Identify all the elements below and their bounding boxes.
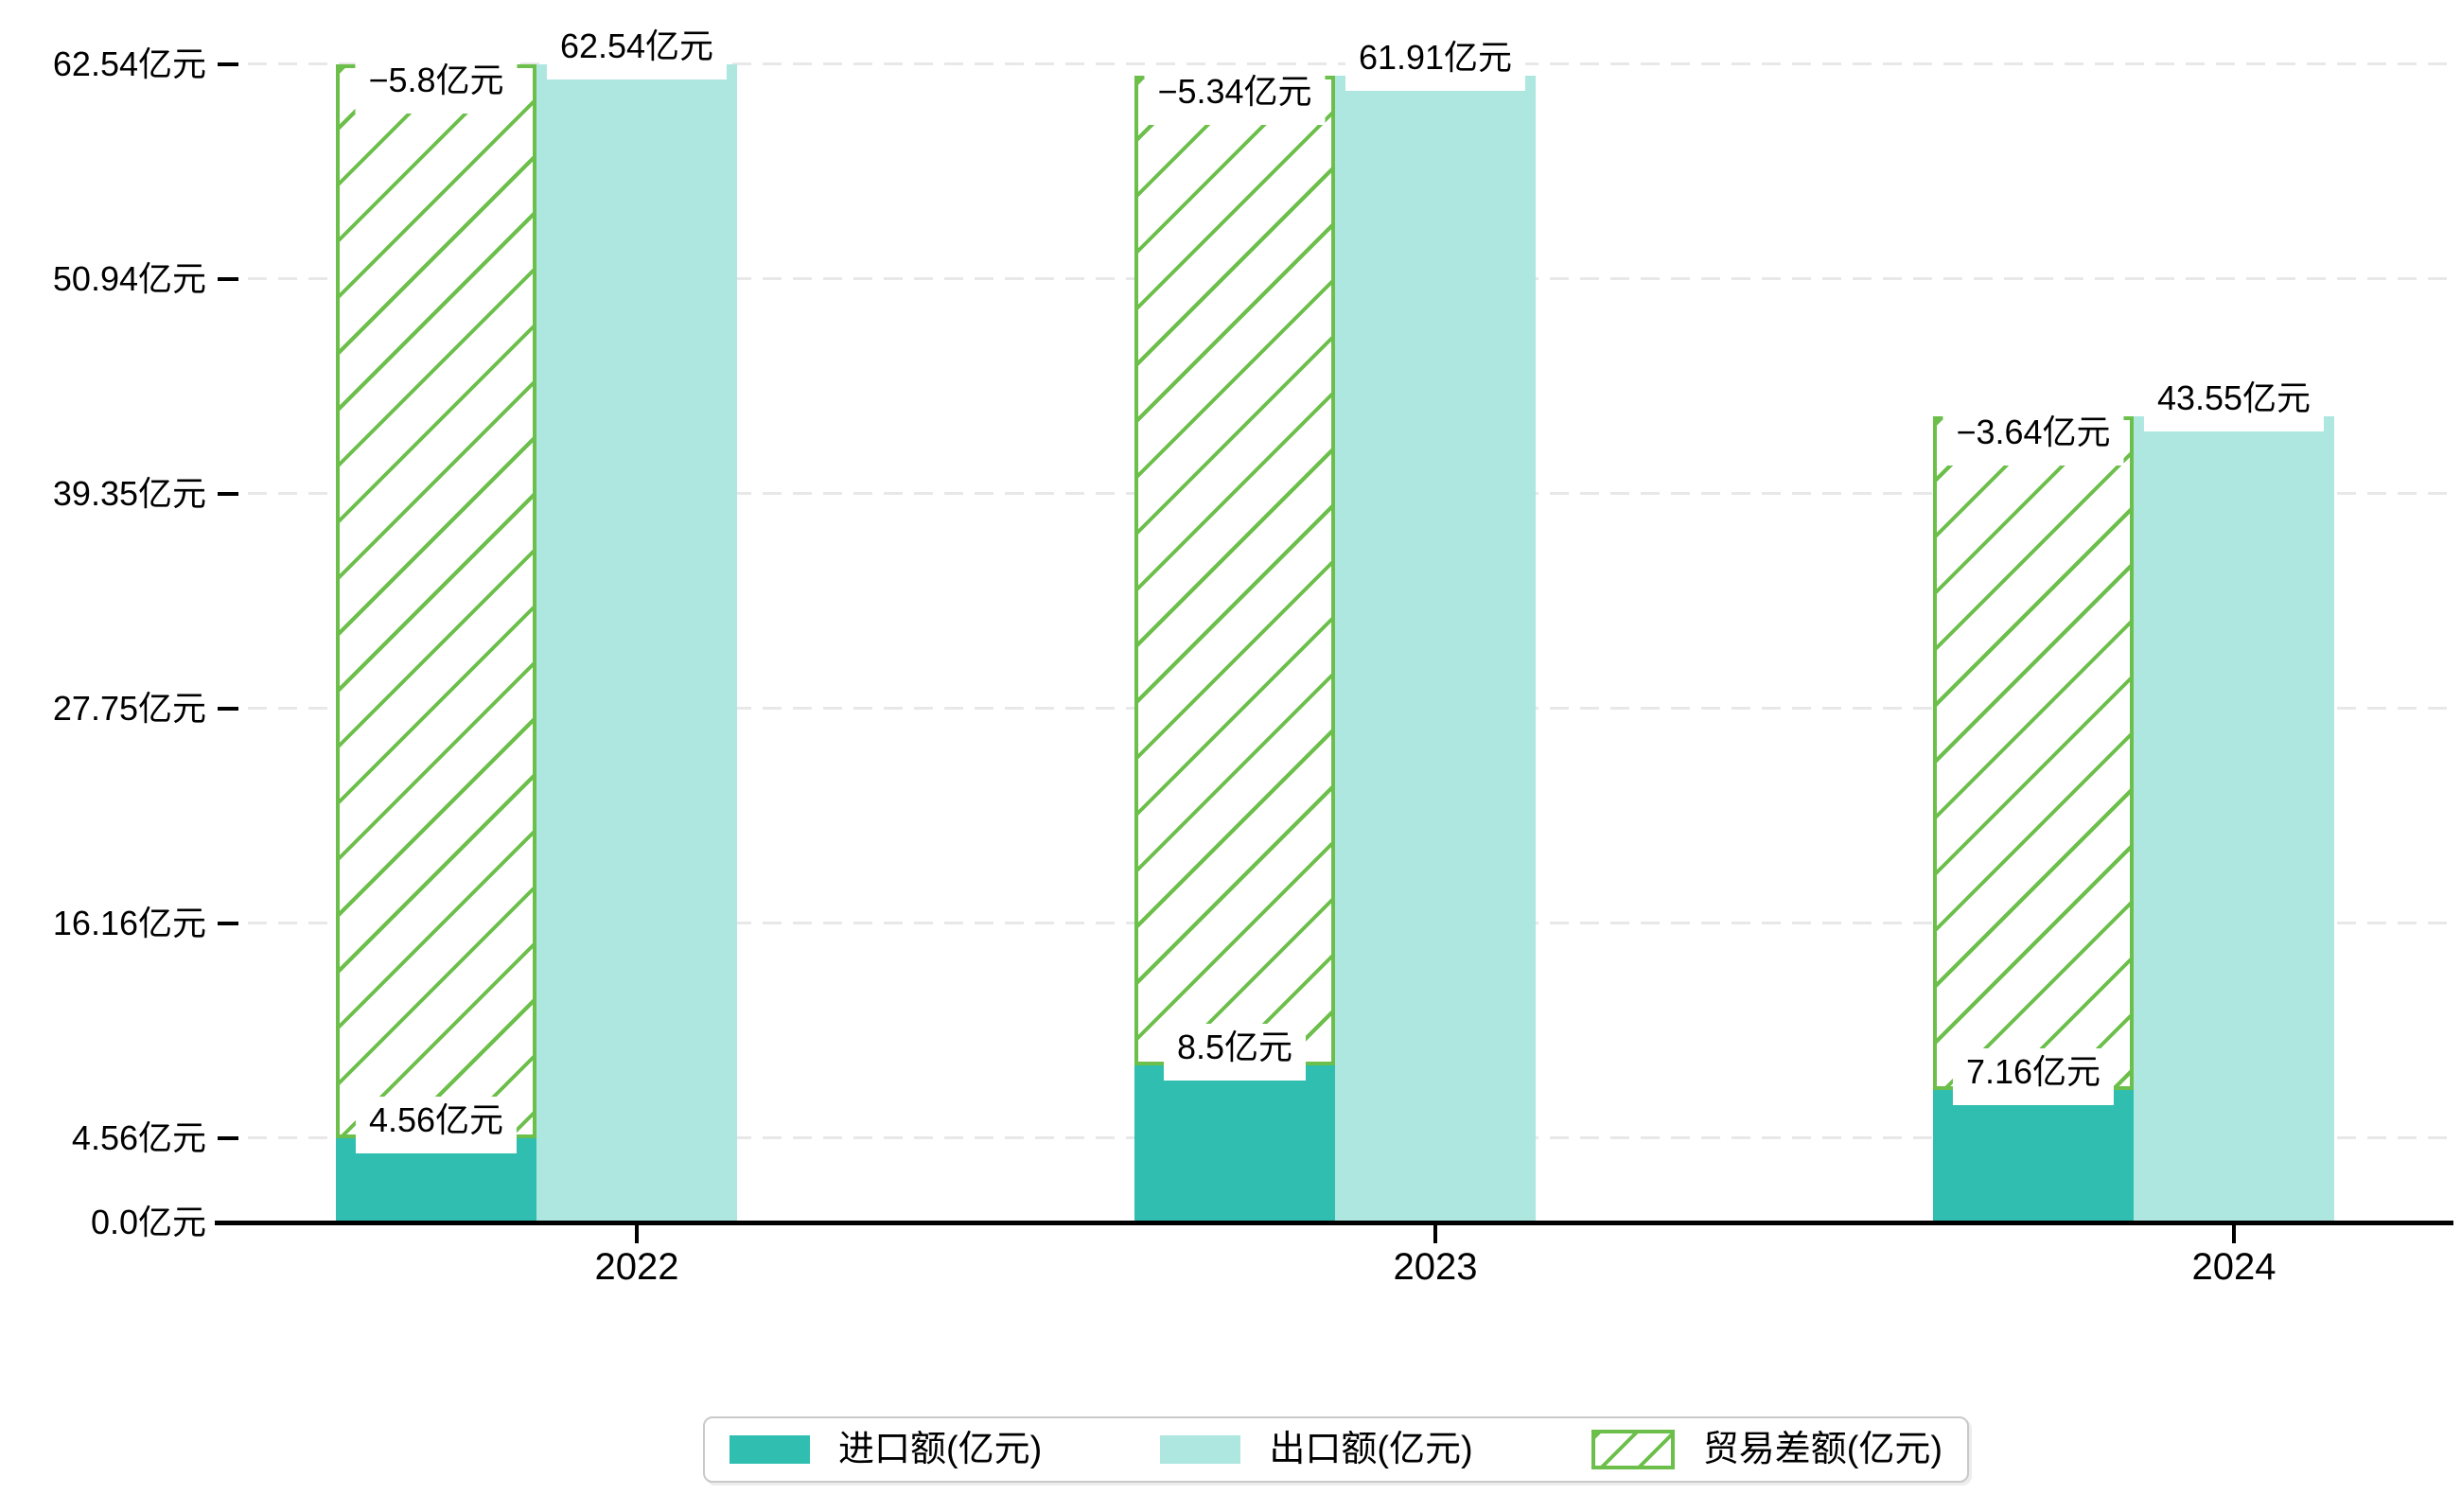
bar-trade-balance-2022	[336, 64, 536, 1138]
bar-label-export-2024: 43.55亿元	[2143, 374, 2325, 431]
y-tick-mark	[218, 277, 238, 281]
bar-import-2023	[1134, 1064, 1335, 1222]
bar-label-trade-balance-2024: −3.64亿元	[1942, 408, 2124, 466]
bar-export-2023	[1335, 76, 1536, 1222]
y-tick-label: 4.56亿元	[71, 1117, 206, 1157]
y-tick-mark	[218, 1135, 238, 1140]
y-tick-label: 16.16亿元	[52, 903, 206, 942]
y-tick-mark	[218, 491, 238, 496]
legend-swatch-trade-balance-icon	[1591, 1430, 1675, 1469]
y-tick-mark	[218, 706, 238, 711]
x-tick-mark	[635, 1222, 639, 1243]
y-tick-label: 50.94亿元	[52, 259, 206, 298]
legend-item-trade-balance: 贸易差额(亿元)	[1591, 1429, 1942, 1470]
legend-label-trade-balance: 贸易差额(亿元)	[1702, 1430, 1942, 1469]
x-tick-mark	[2232, 1222, 2236, 1243]
y-tick-mark	[218, 921, 238, 925]
y-tick-label: 0.0亿元	[90, 1203, 206, 1241]
legend-label-import: 进口额(亿元)	[838, 1430, 1043, 1469]
x-tick-label: 2023	[1393, 1246, 1478, 1288]
y-tick-label: 39.35亿元	[52, 473, 206, 513]
grid-line	[218, 62, 2451, 65]
legend-swatch-export-icon	[1160, 1435, 1241, 1464]
bar-trade-balance-2023	[1134, 76, 1335, 1065]
legend-swatch-import-icon	[730, 1435, 810, 1464]
y-tick-label: 62.54亿元	[52, 44, 206, 83]
bar-import-2024	[1933, 1089, 2134, 1222]
bar-label-trade-balance-2022: −5.8亿元	[355, 57, 518, 114]
bar-label-export-2022: 62.54亿元	[546, 23, 728, 79]
x-axis-line	[215, 1221, 2453, 1225]
bar-label-import-2024: 7.16亿元	[1952, 1047, 2115, 1105]
bar-label-trade-balance-2023: −5.34亿元	[1144, 68, 1326, 126]
bar-export-2022	[536, 64, 737, 1222]
legend-item-import: 进口额(亿元)	[730, 1429, 1042, 1470]
bar-export-2024	[2134, 415, 2334, 1222]
bar-trade-balance-2024	[1933, 415, 2134, 1090]
legend-label-export: 出口额(亿元)	[1269, 1430, 1473, 1469]
x-tick-label: 2024	[2191, 1246, 2276, 1288]
y-tick-label: 27.75亿元	[52, 688, 206, 728]
bar-label-export-2023: 61.91亿元	[1345, 34, 1526, 92]
y-tick-mark	[218, 62, 238, 66]
x-tick-mark	[1433, 1222, 1437, 1243]
legend-item-export: 出口额(亿元)	[1160, 1429, 1473, 1470]
x-tick-label: 2022	[594, 1246, 679, 1288]
bar-label-import-2022: 4.56亿元	[355, 1096, 518, 1153]
bar-label-import-2023: 8.5亿元	[1163, 1023, 1307, 1081]
legend: 进口额(亿元) 出口额(亿元) 贸易差额(亿元)	[703, 1416, 1969, 1483]
